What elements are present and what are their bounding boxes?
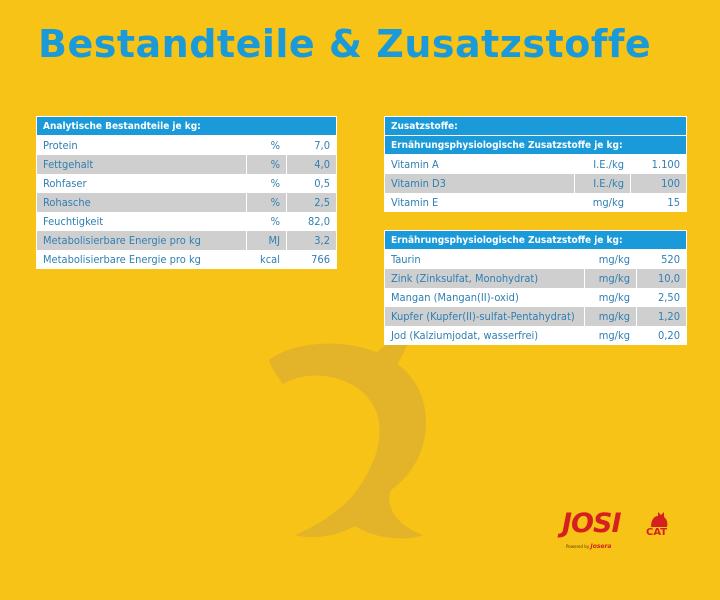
table-row: Rohfaser % 0,5 (36, 174, 337, 193)
table-row: Protein % 7,0 (36, 135, 337, 155)
row-name: Fettgehalt (36, 155, 247, 174)
row-value: 82,0 (286, 212, 337, 231)
row-name: Metabolisierbare Energie pro kg (36, 231, 247, 250)
row-value: 4,0 (286, 155, 337, 174)
row-value: 10,0 (635, 269, 688, 288)
row-name: Zink (Zinksulfat, Monohydrat) (384, 269, 585, 288)
row-name: Rohfaser (36, 174, 247, 193)
row-unit: % (246, 135, 287, 155)
table-row: Kupfer (Kupfer(II)-sulfat-Pentahydrat) m… (384, 307, 688, 326)
table-row: Fettgehalt % 4,0 (36, 155, 337, 174)
table-row: Metabolisierbare Energie pro kg kcal 766 (36, 250, 337, 269)
row-name: Jod (Kalziumjodat, wasserfrei) (384, 326, 585, 345)
trace-header: Ernährungsphysiologische Zusatzstoffe je… (383, 230, 688, 250)
row-value: 3,2 (286, 231, 337, 250)
row-value: 2,50 (635, 288, 688, 307)
row-unit: kcal (246, 250, 287, 269)
row-unit: I.E./kg (574, 174, 631, 193)
table-row: Vitamin E mg/kg 15 (384, 193, 687, 212)
row-unit: mg/kg (584, 307, 637, 326)
row-name: Kupfer (Kupfer(II)-sulfat-Pentahydrat) (384, 307, 585, 326)
row-value: 100 (630, 174, 687, 193)
row-unit: mg/kg (584, 249, 637, 269)
analytical-table: Analytische Bestandteile je kg: Protein … (36, 116, 337, 269)
row-value: 1.100 (630, 154, 687, 174)
row-value: 0,5 (286, 174, 337, 193)
row-unit: mg/kg (584, 288, 637, 307)
row-unit: mg/kg (584, 269, 637, 288)
row-unit: % (246, 174, 287, 193)
row-value: 2,5 (286, 193, 337, 212)
row-unit: % (246, 212, 287, 231)
cat-icon (651, 512, 668, 527)
logo-sub: CAT (646, 527, 668, 538)
row-name: Rohasche (36, 193, 247, 212)
row-value: 0,20 (635, 326, 688, 345)
table-row: Zink (Zinksulfat, Monohydrat) mg/kg 10,0 (384, 269, 688, 288)
trace-elements-table: Ernährungsphysiologische Zusatzstoffe je… (383, 230, 688, 345)
analytical-header: Analytische Bestandteile je kg: (36, 116, 337, 136)
row-value: 520 (635, 249, 688, 269)
powered-label: Powered by (566, 544, 590, 549)
row-unit: I.E./kg (574, 154, 631, 174)
row-unit: % (246, 193, 287, 212)
table-row: Jod (Kalziumjodat, wasserfrei) mg/kg 0,2… (384, 326, 688, 345)
table-row: Taurin mg/kg 520 (384, 249, 688, 269)
fish-silhouette-icon (269, 334, 426, 539)
row-value: 7,0 (286, 135, 337, 155)
additives-table: Zusatzstoffe: Ernährungsphysiologische Z… (384, 116, 687, 212)
table-row: Metabolisierbare Energie pro kg MJ 3,2 (36, 231, 337, 250)
table-row: Mangan (Mangan(II)-oxid) mg/kg 2,50 (384, 288, 688, 307)
additives-subheader: Ernährungsphysiologische Zusatzstoffe je… (384, 135, 687, 155)
row-value: 766 (286, 250, 337, 269)
row-name: Feuchtigkeit (36, 212, 247, 231)
josi-cat-logo: JOSI CAT Powered by Josera (562, 508, 682, 556)
additives-header: Zusatzstoffe: (384, 116, 687, 136)
row-name: Taurin (384, 249, 585, 269)
row-name: Protein (36, 135, 247, 155)
table-row: Vitamin D3 I.E./kg 100 (384, 174, 687, 193)
page-title: Bestandteile & Zusatzstoffe (38, 22, 652, 66)
row-unit: % (246, 155, 287, 174)
maker-label: Josera (590, 543, 612, 550)
row-name: Vitamin A (384, 154, 575, 174)
row-name: Vitamin E (384, 193, 575, 212)
row-value: 1,20 (635, 307, 688, 326)
logo-powered-by: Powered by Josera (566, 543, 611, 550)
row-name: Mangan (Mangan(II)-oxid) (384, 288, 585, 307)
table-row: Rohasche % 2,5 (36, 193, 337, 212)
table-row: Vitamin A I.E./kg 1.100 (384, 154, 687, 174)
row-name: Vitamin D3 (384, 174, 575, 193)
row-unit: MJ (246, 231, 287, 250)
row-name: Metabolisierbare Energie pro kg (36, 250, 247, 269)
row-unit: mg/kg (574, 193, 631, 212)
row-value: 15 (630, 193, 687, 212)
table-row: Feuchtigkeit % 82,0 (36, 212, 337, 231)
row-unit: mg/kg (584, 326, 637, 345)
logo-brand: JOSI (562, 508, 621, 539)
